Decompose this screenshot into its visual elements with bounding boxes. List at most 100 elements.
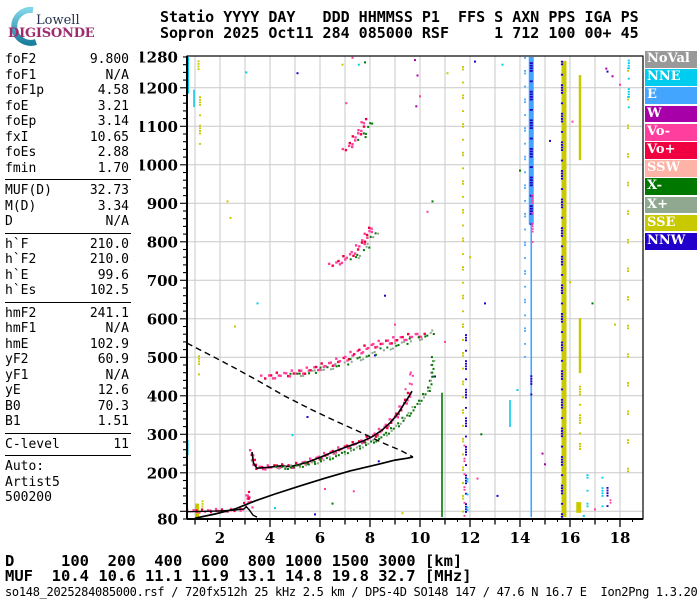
- param-label: fmin: [5, 160, 37, 176]
- y-tick-label: 800: [147, 233, 178, 251]
- param-label: yF2: [5, 352, 29, 367]
- y-tick-label: 1000: [140, 156, 178, 174]
- legend-item-vo: Vo+: [645, 141, 697, 159]
- legend-item-nne: NNE: [645, 69, 697, 86]
- x-tick-label: 14: [510, 529, 531, 547]
- separator: [5, 179, 131, 180]
- header-column-titles: Statio YYYY DAY DDD HHMMSS P1 FFS S AXN …: [160, 8, 639, 26]
- y-tick-label: 600: [147, 310, 178, 328]
- artist-version: Artist5: [5, 474, 60, 490]
- logo-lowell-text: Lowell: [36, 13, 80, 28]
- x-tick-label: 10: [410, 529, 431, 547]
- param-row: foE 3.21: [5, 99, 129, 115]
- param-row: hmE 102.9: [5, 337, 129, 353]
- param-row: MUF(D) 32.73: [5, 183, 129, 199]
- param-value: 3.34: [97, 198, 129, 214]
- legend: NoVal NNE E W Vo- Vo+ SSW X- X+ SSE NNW: [645, 51, 697, 251]
- legend-item-nnw: NNW: [645, 232, 697, 250]
- param-row: C-level 11: [5, 437, 129, 453]
- param-label: h`Es: [5, 283, 37, 298]
- y-tick-label: 300: [147, 426, 178, 444]
- param-row: M(D) 3.34: [5, 199, 129, 215]
- param-row: foF1 N/A: [5, 68, 129, 84]
- footer-distance-row: D 100 200 400 600 800 1000 1500 3000 [km…: [5, 552, 463, 570]
- legend-item-w: W: [645, 105, 697, 123]
- param-value: 210.0: [89, 236, 129, 252]
- param-value: 60.9: [97, 352, 129, 367]
- param-value: 4.58: [97, 83, 129, 98]
- separator: [5, 232, 131, 234]
- param-row: foEp 3.14: [5, 114, 129, 130]
- legend-item-x: X-: [645, 178, 697, 196]
- artist-code: 500200: [5, 490, 52, 505]
- x-tick-label: 4: [265, 529, 275, 547]
- param-label: B1: [5, 414, 21, 429]
- param-value: 70.3: [97, 398, 129, 414]
- param-label: C-level: [5, 436, 60, 452]
- param-value: N/A: [105, 367, 129, 383]
- x-tick-label: 8: [365, 529, 375, 547]
- separator: [5, 301, 131, 303]
- y-tick-label: 1100: [140, 118, 178, 136]
- x-tick-label: 18: [610, 529, 631, 547]
- x-tick-label: 12: [460, 529, 481, 547]
- autoscaling-label: Auto:: [5, 459, 45, 474]
- param-row: hmF2 241.1: [5, 306, 129, 322]
- param-value: N/A: [105, 67, 129, 83]
- param-label: foF2: [5, 52, 37, 67]
- param-row: B0 70.3: [5, 399, 129, 415]
- param-value: 10.65: [89, 129, 129, 145]
- param-value: 102.9: [89, 336, 129, 352]
- param-value: 2.88: [97, 145, 129, 160]
- y-tick-label: 500: [147, 349, 178, 367]
- param-label: fxI: [5, 129, 29, 145]
- param-value: 3.21: [97, 98, 129, 114]
- param-label: hmF1: [5, 321, 37, 336]
- y-tick-label: 80: [157, 511, 178, 529]
- y-tick-label: 1280: [140, 49, 178, 67]
- param-row: D N/A: [5, 214, 129, 230]
- param-label: foF1p: [5, 83, 45, 98]
- param-label: yE: [5, 383, 21, 398]
- param-row: fmin 1.70: [5, 161, 129, 177]
- param-row: foEs 2.88: [5, 145, 129, 161]
- separator: [5, 432, 131, 434]
- logo-arc-icon: [11, 6, 37, 46]
- param-label: foEp: [5, 114, 37, 129]
- x-tick-label: 2: [215, 529, 225, 547]
- param-label: h`E: [5, 267, 29, 283]
- x-tick-label: 16: [560, 529, 581, 547]
- param-label: hmF2: [5, 305, 37, 321]
- param-row: h`F 210.0: [5, 237, 129, 253]
- param-value: N/A: [105, 214, 129, 229]
- footer-muf-row: MUF 10.4 10.6 11.1 11.9 13.1 14.8 19.8 3…: [5, 567, 472, 585]
- y-tick-label: 1200: [140, 79, 178, 97]
- y-tick-label: 900: [147, 195, 178, 213]
- param-row: yE 12.6: [5, 383, 129, 399]
- x-tick-label: 6: [315, 529, 325, 547]
- header-station-values: Sopron 2025 Oct11 284 085000 RSF 1 712 1…: [160, 24, 639, 42]
- param-label: foEs: [5, 145, 37, 160]
- param-label: M(D): [5, 198, 37, 214]
- params-panel: foF2 9.800 foF1 N/A foF1p 4.58 foE 3.21 foEp 3.14…: [5, 52, 131, 506]
- param-label: foE: [5, 98, 29, 114]
- param-row: yF1 N/A: [5, 368, 129, 384]
- param-row: fxI 10.65: [5, 130, 129, 146]
- param-row: foF2 9.800: [5, 52, 129, 68]
- param-value: 32.73: [89, 183, 129, 198]
- y-tick-label: 700: [147, 272, 178, 290]
- param-value: 3.14: [97, 114, 129, 129]
- ionogram-plot: 80 200 300 400 500 600 700 800 900 1000 1100 1200 12…: [140, 49, 644, 547]
- param-row: foF1p 4.58: [5, 83, 129, 99]
- param-label: h`F2: [5, 252, 37, 267]
- param-label: h`F: [5, 236, 29, 252]
- logo-digisonde-text: DIGISONDE: [8, 26, 95, 41]
- param-label: hmE: [5, 336, 29, 352]
- y-tick-label: 200: [147, 464, 178, 482]
- param-value: 11: [113, 436, 129, 452]
- param-row: hmF1 N/A: [5, 321, 129, 337]
- param-value: 210.0: [89, 252, 129, 267]
- legend-item-noval: NoVal: [645, 51, 697, 68]
- legend-item-ssw: SSW: [645, 160, 697, 177]
